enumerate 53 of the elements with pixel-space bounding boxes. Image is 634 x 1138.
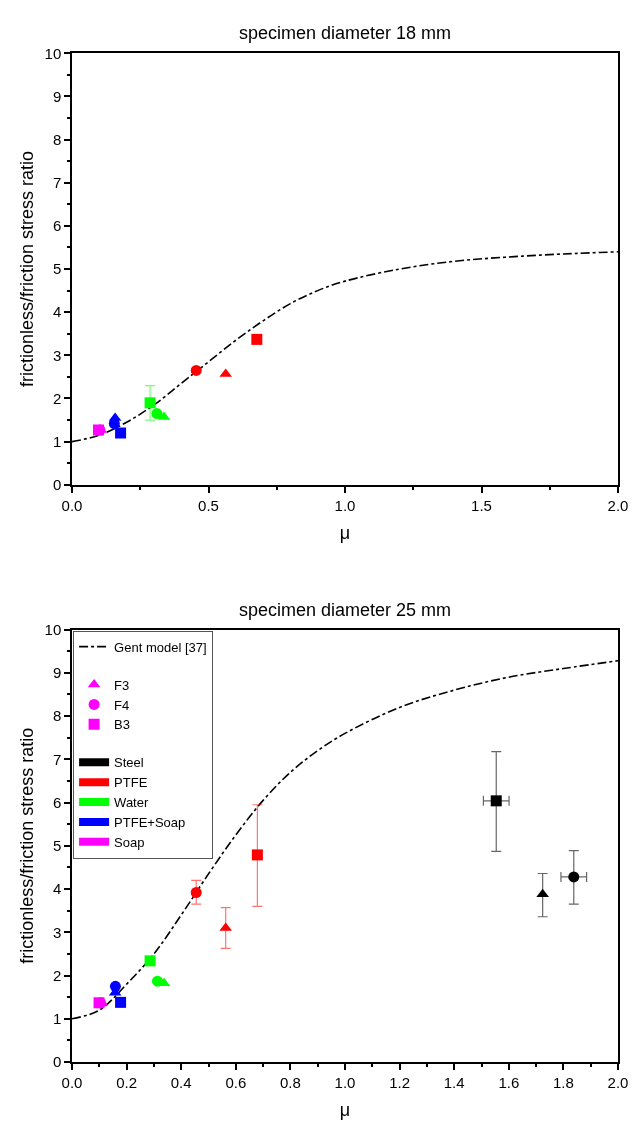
legend-label: PTFE+Soap — [114, 815, 186, 831]
x-tick-label: 0.0 — [61, 496, 83, 514]
y-tick-label: 1 — [52, 432, 62, 450]
x-tick-label: 1.2 — [389, 1073, 411, 1091]
y-tick-label: 3 — [52, 923, 62, 941]
y-tick-label: 4 — [52, 880, 62, 898]
y-tick-label: 0 — [52, 1053, 62, 1071]
x-tick-label: 0.4 — [170, 1073, 192, 1091]
x-tick-label: 1.0 — [334, 496, 356, 514]
y-tick-label: 5 — [52, 260, 62, 278]
y-tick-label: 10 — [44, 620, 62, 638]
x-axis-title: μ — [339, 523, 351, 544]
x-tick-label: 0.5 — [198, 496, 219, 514]
y-tick-label: 9 — [52, 664, 62, 682]
y-tick-label: 3 — [52, 346, 62, 364]
y-tick-label: 7 — [52, 174, 62, 192]
chart-title: specimen diameter 25 mm — [239, 600, 452, 620]
x-tick-label: 2.0 — [607, 496, 629, 514]
legend-label: Soap — [114, 834, 145, 850]
x-tick-label: 0.8 — [279, 1073, 301, 1091]
legend-label: PTFE — [114, 775, 148, 791]
legend-label: Water — [114, 795, 149, 811]
legend-label: B3 — [114, 717, 130, 733]
x-tick-label: 1.8 — [552, 1073, 574, 1091]
y-tick-label: 5 — [52, 837, 62, 855]
x-tick-label: 2.0 — [607, 1073, 629, 1091]
x-tick-label: 1.4 — [443, 1073, 465, 1091]
legend-label: Gent model [37] — [114, 639, 207, 655]
x-tick-label: 0.0 — [61, 1073, 83, 1091]
x-tick-label: 0.2 — [116, 1073, 138, 1091]
y-tick-label: 1 — [52, 1010, 62, 1028]
y-tick-label: 4 — [52, 303, 62, 321]
x-tick-label: 0.6 — [225, 1073, 247, 1091]
y-tick-label: 0 — [52, 476, 62, 494]
x-tick-label: 1.6 — [498, 1073, 520, 1091]
y-tick-label: 6 — [52, 217, 62, 235]
y-tick-label: 9 — [52, 87, 62, 105]
legend-label: F3 — [114, 677, 130, 693]
y-axis-title: frictionless/friction stress ratio — [17, 151, 38, 388]
legend-label: Steel — [114, 755, 144, 771]
x-axis-title: μ — [339, 1100, 351, 1121]
y-tick-label: 8 — [52, 707, 62, 725]
chart-title: specimen diameter 18 mm — [239, 23, 452, 43]
y-tick-label: 7 — [52, 750, 62, 768]
x-tick-label: 1.0 — [334, 1073, 356, 1091]
y-tick-label: 2 — [52, 389, 62, 407]
y-tick-label: 8 — [52, 130, 62, 148]
x-tick-label: 1.5 — [471, 496, 492, 514]
legend-label: F4 — [114, 697, 130, 713]
y-tick-label: 2 — [52, 966, 62, 984]
y-tick-label: 6 — [52, 793, 62, 811]
y-axis-title: frictionless/friction stress ratio — [17, 727, 38, 964]
y-tick-label: 10 — [44, 44, 62, 62]
